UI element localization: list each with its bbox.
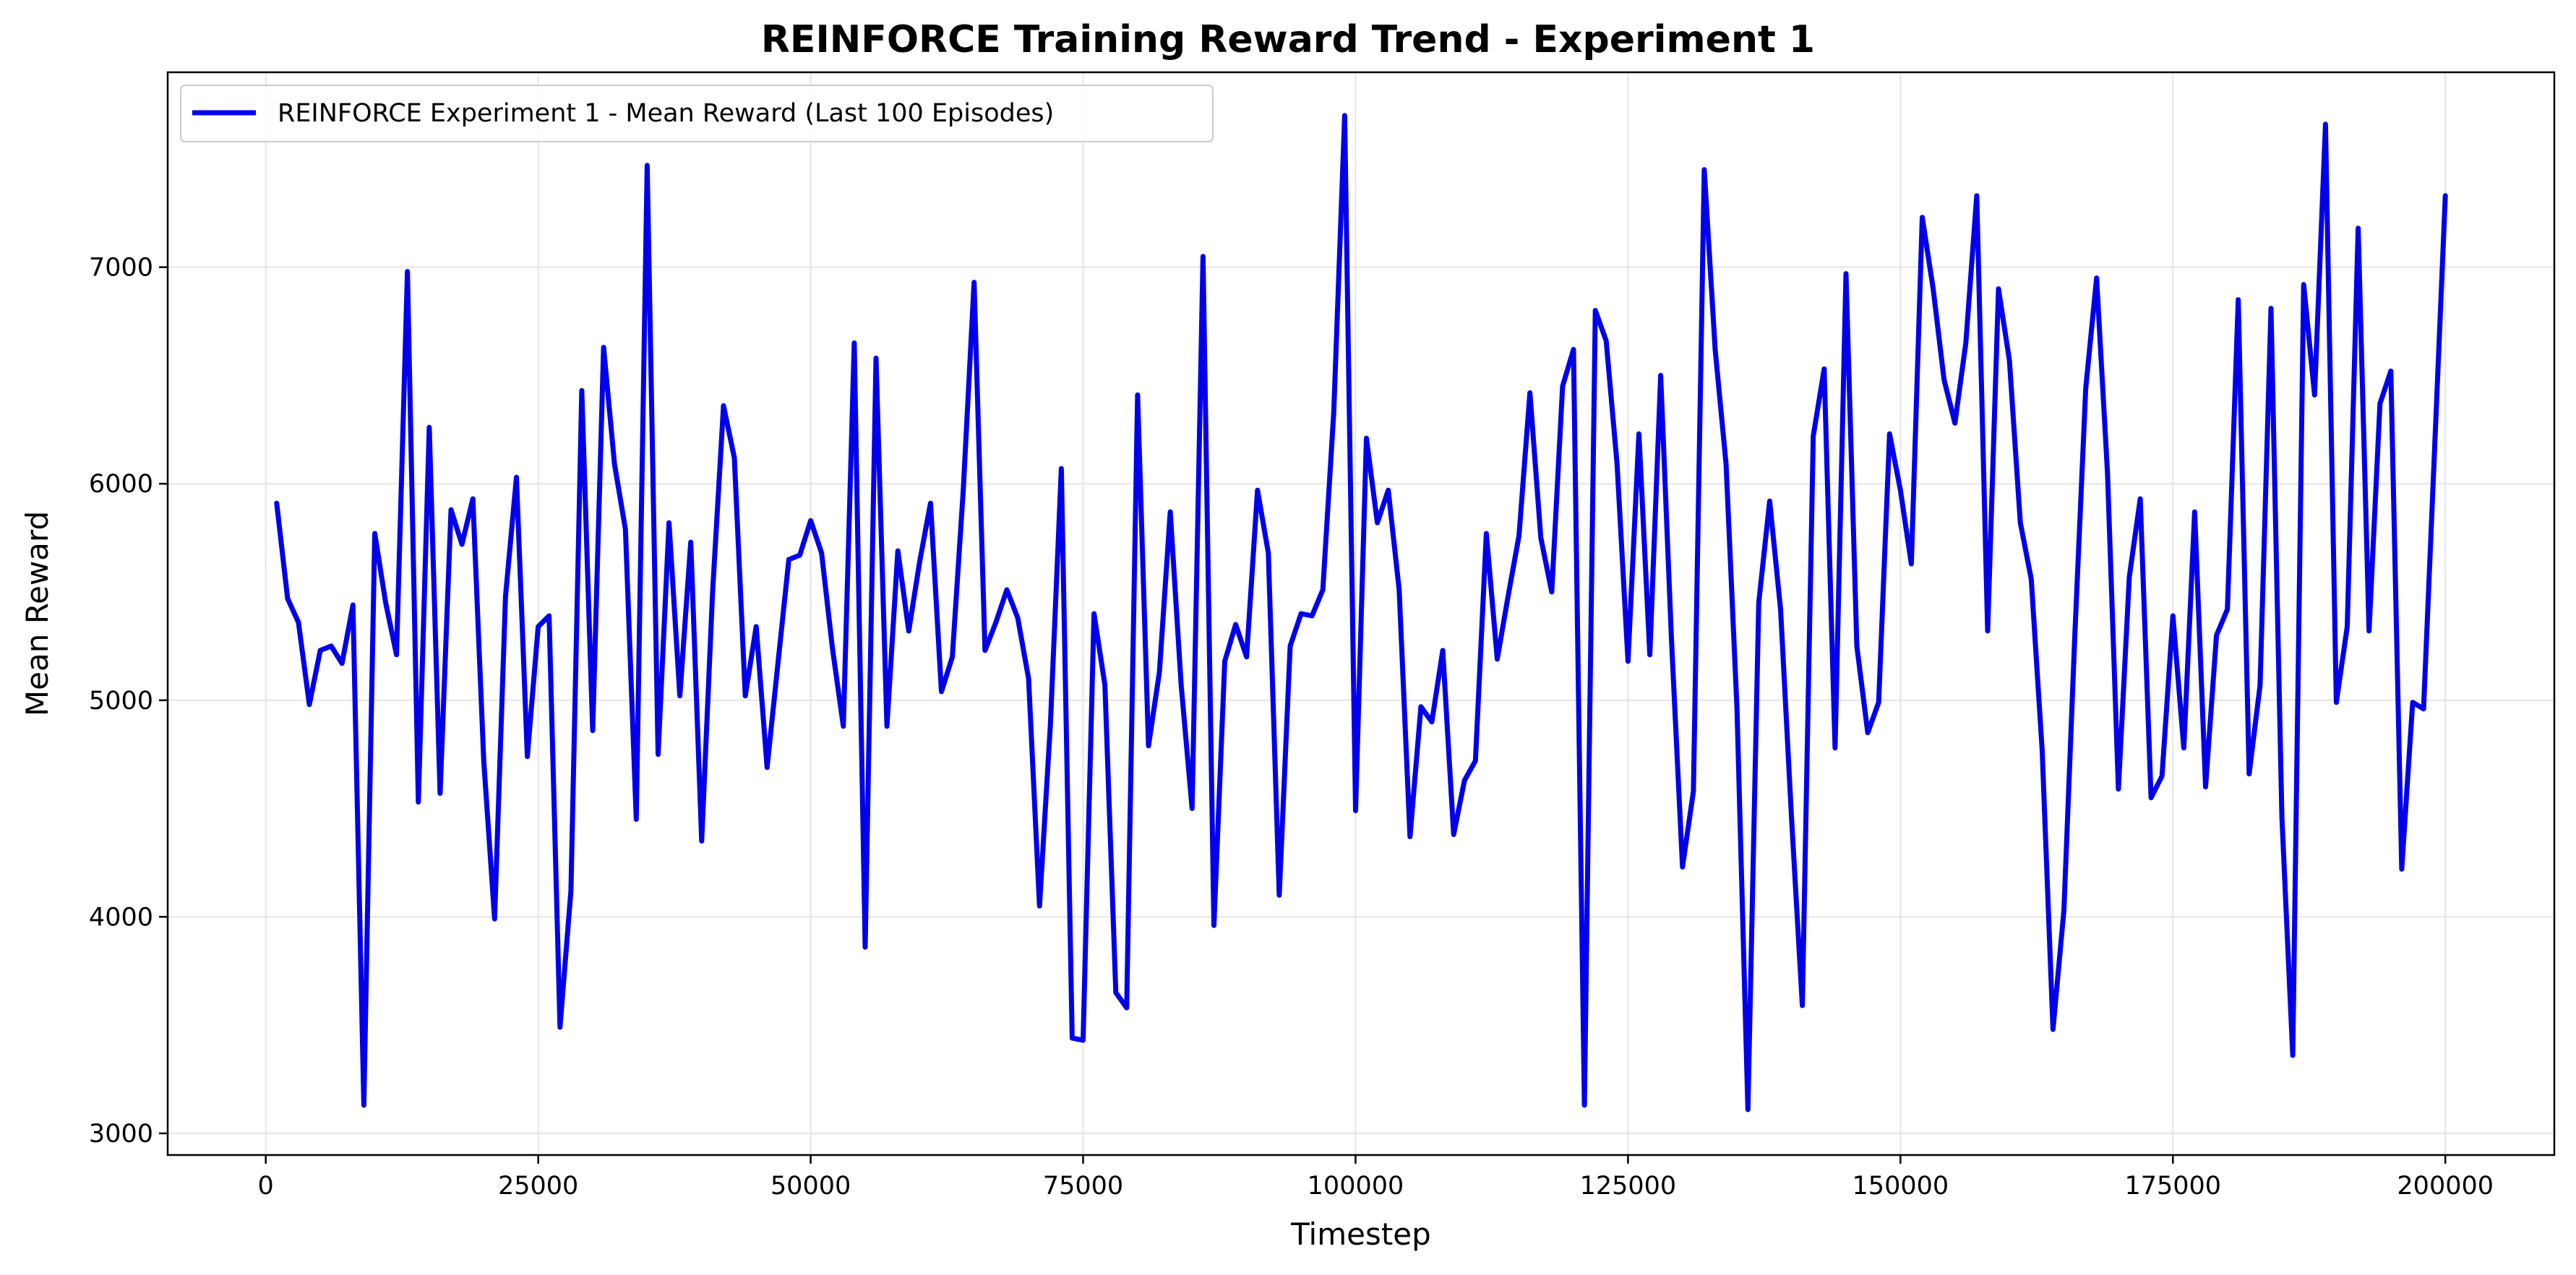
x-tick-label: 150000: [1852, 1172, 1949, 1201]
x-tick-label: 0: [258, 1172, 274, 1201]
series-line-mean-reward: [274, 113, 2448, 1112]
y-axis-label: Mean Reward: [20, 511, 55, 716]
x-tick-label: 175000: [2124, 1172, 2221, 1201]
x-tick-label: 200000: [2397, 1172, 2494, 1201]
x-tick-label: 50000: [770, 1172, 851, 1201]
legend-box: [180, 85, 1214, 142]
x-tick-label: 100000: [1308, 1172, 1404, 1201]
x-tick-label: 25000: [498, 1172, 578, 1201]
y-tick-label: 4000: [89, 903, 153, 932]
y-tick-label: 6000: [89, 470, 153, 499]
legend: REINFORCE Experiment 1 - Mean Reward (La…: [180, 85, 1214, 142]
x-axis-ticks: 0 25000 50000 75000 100000 125000 150000 175000…: [258, 1155, 2494, 1201]
x-tick-label: 125000: [1580, 1172, 1677, 1201]
x-axis-label: Timestep: [1290, 1216, 1431, 1252]
plot-area-frame: [166, 71, 2556, 1156]
y-tick-label: 7000: [89, 254, 153, 283]
y-tick-label: 3000: [89, 1120, 153, 1149]
x-tick-label: 75000: [1043, 1172, 1123, 1201]
y-axis-ticks: 3000 4000 5000 6000 7000: [89, 254, 168, 1149]
chart-title: REINFORCE Training Reward Trend - Experi…: [761, 18, 1815, 61]
legend-entry-label: REINFORCE Experiment 1 - Mean Reward (La…: [278, 99, 1054, 128]
series-layer: [274, 113, 2448, 1112]
y-tick-label: 5000: [89, 687, 153, 716]
